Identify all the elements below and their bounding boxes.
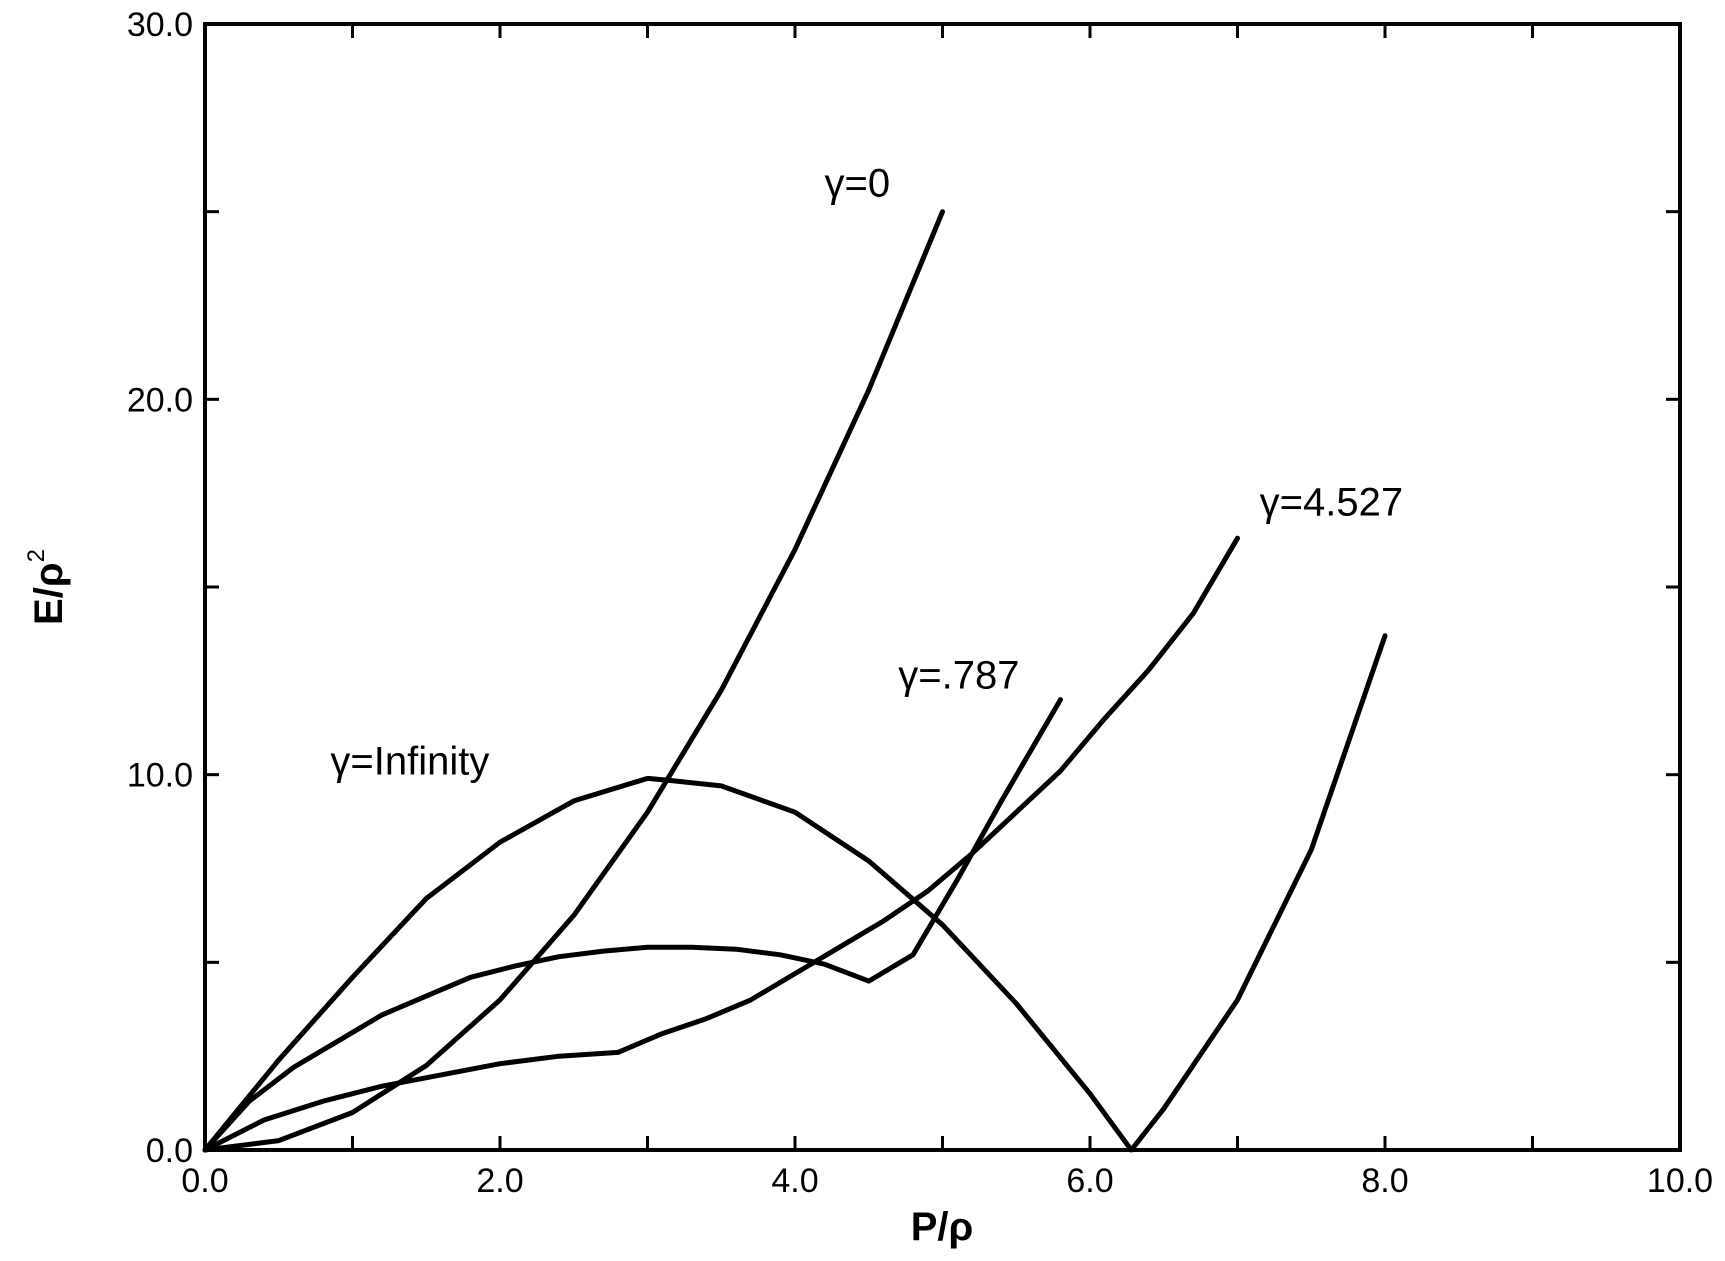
x-tick-label: 6.0 [1066,1162,1113,1200]
x-tick-label: 8.0 [1361,1162,1408,1200]
series-line-3 [205,636,1385,1150]
series-line-2 [205,538,1238,1150]
svg-text:E/ρ2: E/ρ2 [23,549,71,625]
series-line-0 [205,212,943,1150]
plot-frame [205,24,1680,1150]
y-tick-label: 0.0 [146,1132,193,1170]
y-axis-title-main: E/ρ [27,562,71,625]
series-group [205,212,1385,1150]
y-axis-title: E/ρ2 [23,549,71,625]
x-tick-label: 2.0 [476,1162,523,1200]
curve-label: γ=4.527 [1260,481,1403,525]
curve-labels: γ=0 γ=4.527 γ=.787 γ=Infinity [330,162,1403,784]
y-axis-title-sup: 2 [23,549,50,562]
curve-label: γ=Infinity [330,740,489,784]
x-axis-title: P/ρ [911,1205,974,1249]
curve-label: γ=0 [825,162,891,206]
y-tick-label: 30.0 [127,6,193,44]
curve-label: γ=.787 [898,653,1019,697]
x-tick-label: 10.0 [1647,1162,1713,1200]
y-tick-label: 20.0 [127,381,193,419]
y-tick-label: 10.0 [127,757,193,795]
tick-labels: 0.0 2.0 4.0 6.0 8.0 10.00.010.020.030.0 [127,6,1713,1200]
tick-marks [205,24,1680,1150]
x-tick-label: 4.0 [771,1162,818,1200]
